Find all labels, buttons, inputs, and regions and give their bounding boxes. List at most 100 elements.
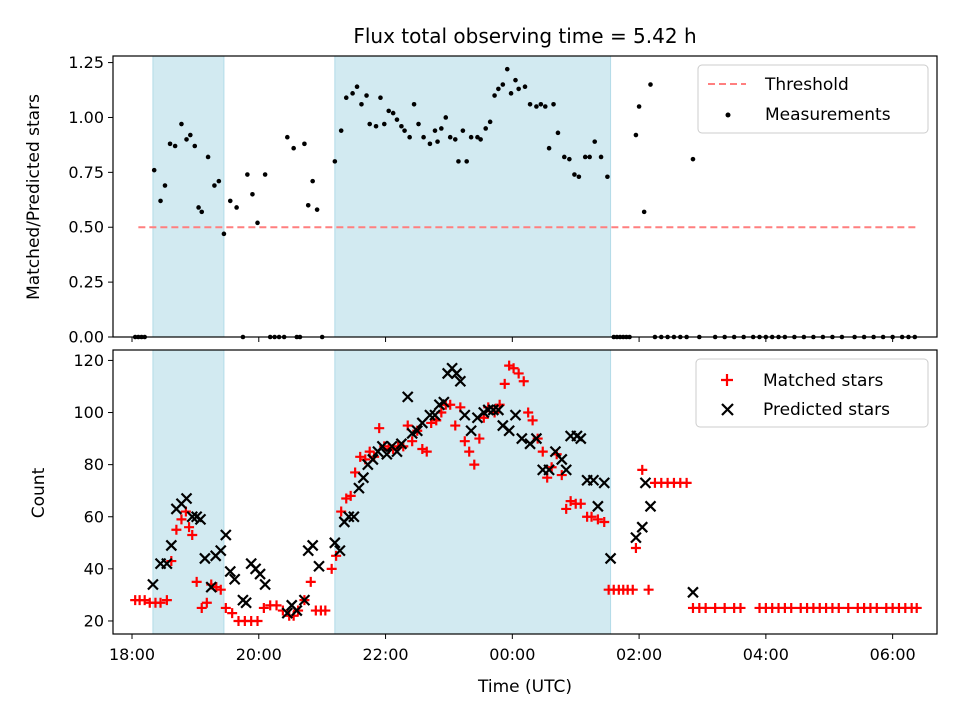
ratio-y-tick-label-5: 1.25 — [68, 53, 104, 72]
matched-star-point-25 — [258, 602, 269, 613]
measurement-point-106 — [641, 209, 647, 215]
ratio-y-tick-label-4: 1.00 — [68, 108, 104, 127]
predicted-star-point-79 — [587, 474, 600, 487]
ratio-y-tick-label-2: 0.50 — [68, 218, 104, 237]
measurement-point-90 — [567, 156, 572, 162]
ratio-y-tick-label-0: 0.00 — [68, 328, 104, 347]
matched-star-point-91 — [586, 511, 597, 522]
measurement-point-57 — [416, 121, 421, 127]
measurement-point-72 — [483, 126, 489, 131]
measurement-point-52 — [394, 117, 400, 122]
measurement-point-96 — [598, 154, 604, 160]
predicted-star-point-49 — [424, 409, 436, 421]
matched-star-point-24 — [252, 615, 263, 626]
ratio-legend: Threshold Measurements — [697, 64, 929, 134]
matched-star-point-9 — [176, 514, 187, 525]
measurement-point-25 — [262, 172, 268, 177]
measurement-point-45 — [364, 93, 369, 98]
x-tick-label-0: 18:00 — [109, 645, 155, 664]
predicted-star-point-57 — [459, 409, 471, 421]
ratio-y-tick-label-3: 0.75 — [68, 163, 104, 182]
measurement-point-94 — [587, 154, 592, 160]
count-y-tick-label-0: 20 — [84, 611, 104, 630]
measurement-point-4 — [151, 167, 157, 173]
matched-star-point-121 — [786, 602, 797, 613]
count-observing-bands — [152, 349, 612, 635]
count-observing-band-0 — [152, 349, 225, 635]
measurement-point-41 — [343, 95, 349, 101]
matched-star-point-15 — [201, 597, 212, 608]
matched-star-point-41 — [345, 490, 356, 501]
matched-star-point-54 — [407, 436, 418, 447]
legend-threshold-label: Threshold — [764, 75, 849, 95]
predicted-star-point-50 — [429, 409, 441, 421]
measurement-point-75 — [496, 86, 501, 92]
predicted-star-point-71 — [543, 464, 555, 476]
x-tick-label-1: 20:00 — [236, 645, 282, 664]
predicted-star-point-36 — [357, 471, 370, 484]
measurement-point-61 — [435, 139, 440, 144]
measurement-point-53 — [399, 123, 404, 129]
count-y-tick-label-2: 60 — [84, 507, 104, 526]
matched-star-point-111 — [700, 602, 711, 613]
count-y-tick-label-1: 40 — [84, 559, 104, 578]
matched-star-point-2 — [139, 595, 150, 606]
count-y-tick-label-5: 120 — [73, 351, 104, 370]
measurement-point-74 — [492, 93, 497, 98]
predicted-star-point-61 — [482, 404, 495, 416]
matched-star-point-68 — [474, 433, 485, 444]
predicted-star-point-0 — [147, 578, 159, 591]
measurement-point-46 — [367, 121, 373, 127]
measurement-point-18 — [221, 231, 227, 237]
x-tick-label-5: 04:00 — [743, 645, 789, 664]
predicted-star-point-23 — [281, 607, 294, 619]
measurement-point-13 — [196, 205, 201, 210]
measurement-point-63 — [443, 115, 449, 120]
count-plot-frame — [112, 349, 938, 635]
measurement-point-14 — [199, 209, 205, 215]
matched-star-point-115 — [735, 602, 746, 613]
matched-star-point-66 — [464, 446, 475, 457]
legend-measurement-label: Measurements — [765, 105, 891, 125]
predicted-star-point-86 — [644, 500, 657, 513]
matched-star-point-63 — [450, 420, 461, 431]
count-panel: 20 40 60 80 100 120 18:00 20:00 22:00 00:00 02:00… — [29, 349, 938, 697]
measurement-point-17 — [216, 178, 222, 184]
predicted-star-point-45 — [401, 391, 414, 403]
measurement-point-11 — [188, 132, 193, 138]
matched-star-point-57 — [421, 446, 432, 457]
measurement-point-6 — [162, 183, 168, 188]
matched-star-point-65 — [459, 436, 470, 447]
measurement-point-73 — [487, 119, 493, 125]
measurement-point-30 — [285, 134, 290, 140]
predicted-star-point-30 — [329, 537, 341, 549]
measurement-point-92 — [576, 174, 582, 180]
x-tick-label-2: 22:00 — [362, 645, 408, 664]
measurement-point-50 — [386, 108, 392, 114]
matched-star-point-102 — [643, 584, 654, 595]
matched-star-point-12 — [187, 529, 198, 540]
measurement-point-86 — [546, 145, 552, 151]
count-x-ticks: 18:00 20:00 22:00 00:00 02:00 04:00 06:00 — [109, 634, 916, 664]
matched-star-point-92 — [592, 514, 603, 525]
predicted-star-point-67 — [516, 432, 528, 445]
predicted-star-point-14 — [220, 529, 232, 541]
matched-star-point-11 — [184, 522, 195, 533]
measurement-point-91 — [572, 172, 577, 177]
matched-star-point-112 — [710, 602, 721, 613]
predicted-star-point-81 — [598, 477, 611, 489]
ratio-plot-frame — [112, 55, 938, 338]
measurement-point-9 — [179, 121, 184, 127]
matched-star-point-37 — [326, 563, 337, 574]
measurement-point-87 — [551, 101, 556, 107]
measurement-point-58 — [421, 134, 426, 140]
ratio-observing-bands — [152, 55, 612, 338]
measurement-point-15 — [205, 154, 211, 160]
predicted-star-point-11 — [205, 581, 218, 593]
predicted-star-point-82 — [604, 552, 617, 565]
predicted-star-point-35 — [353, 482, 365, 494]
matched-star-point-13 — [191, 576, 202, 587]
measurement-point-79 — [513, 77, 518, 83]
count-legend: Matched stars Predicted stars — [695, 358, 929, 428]
